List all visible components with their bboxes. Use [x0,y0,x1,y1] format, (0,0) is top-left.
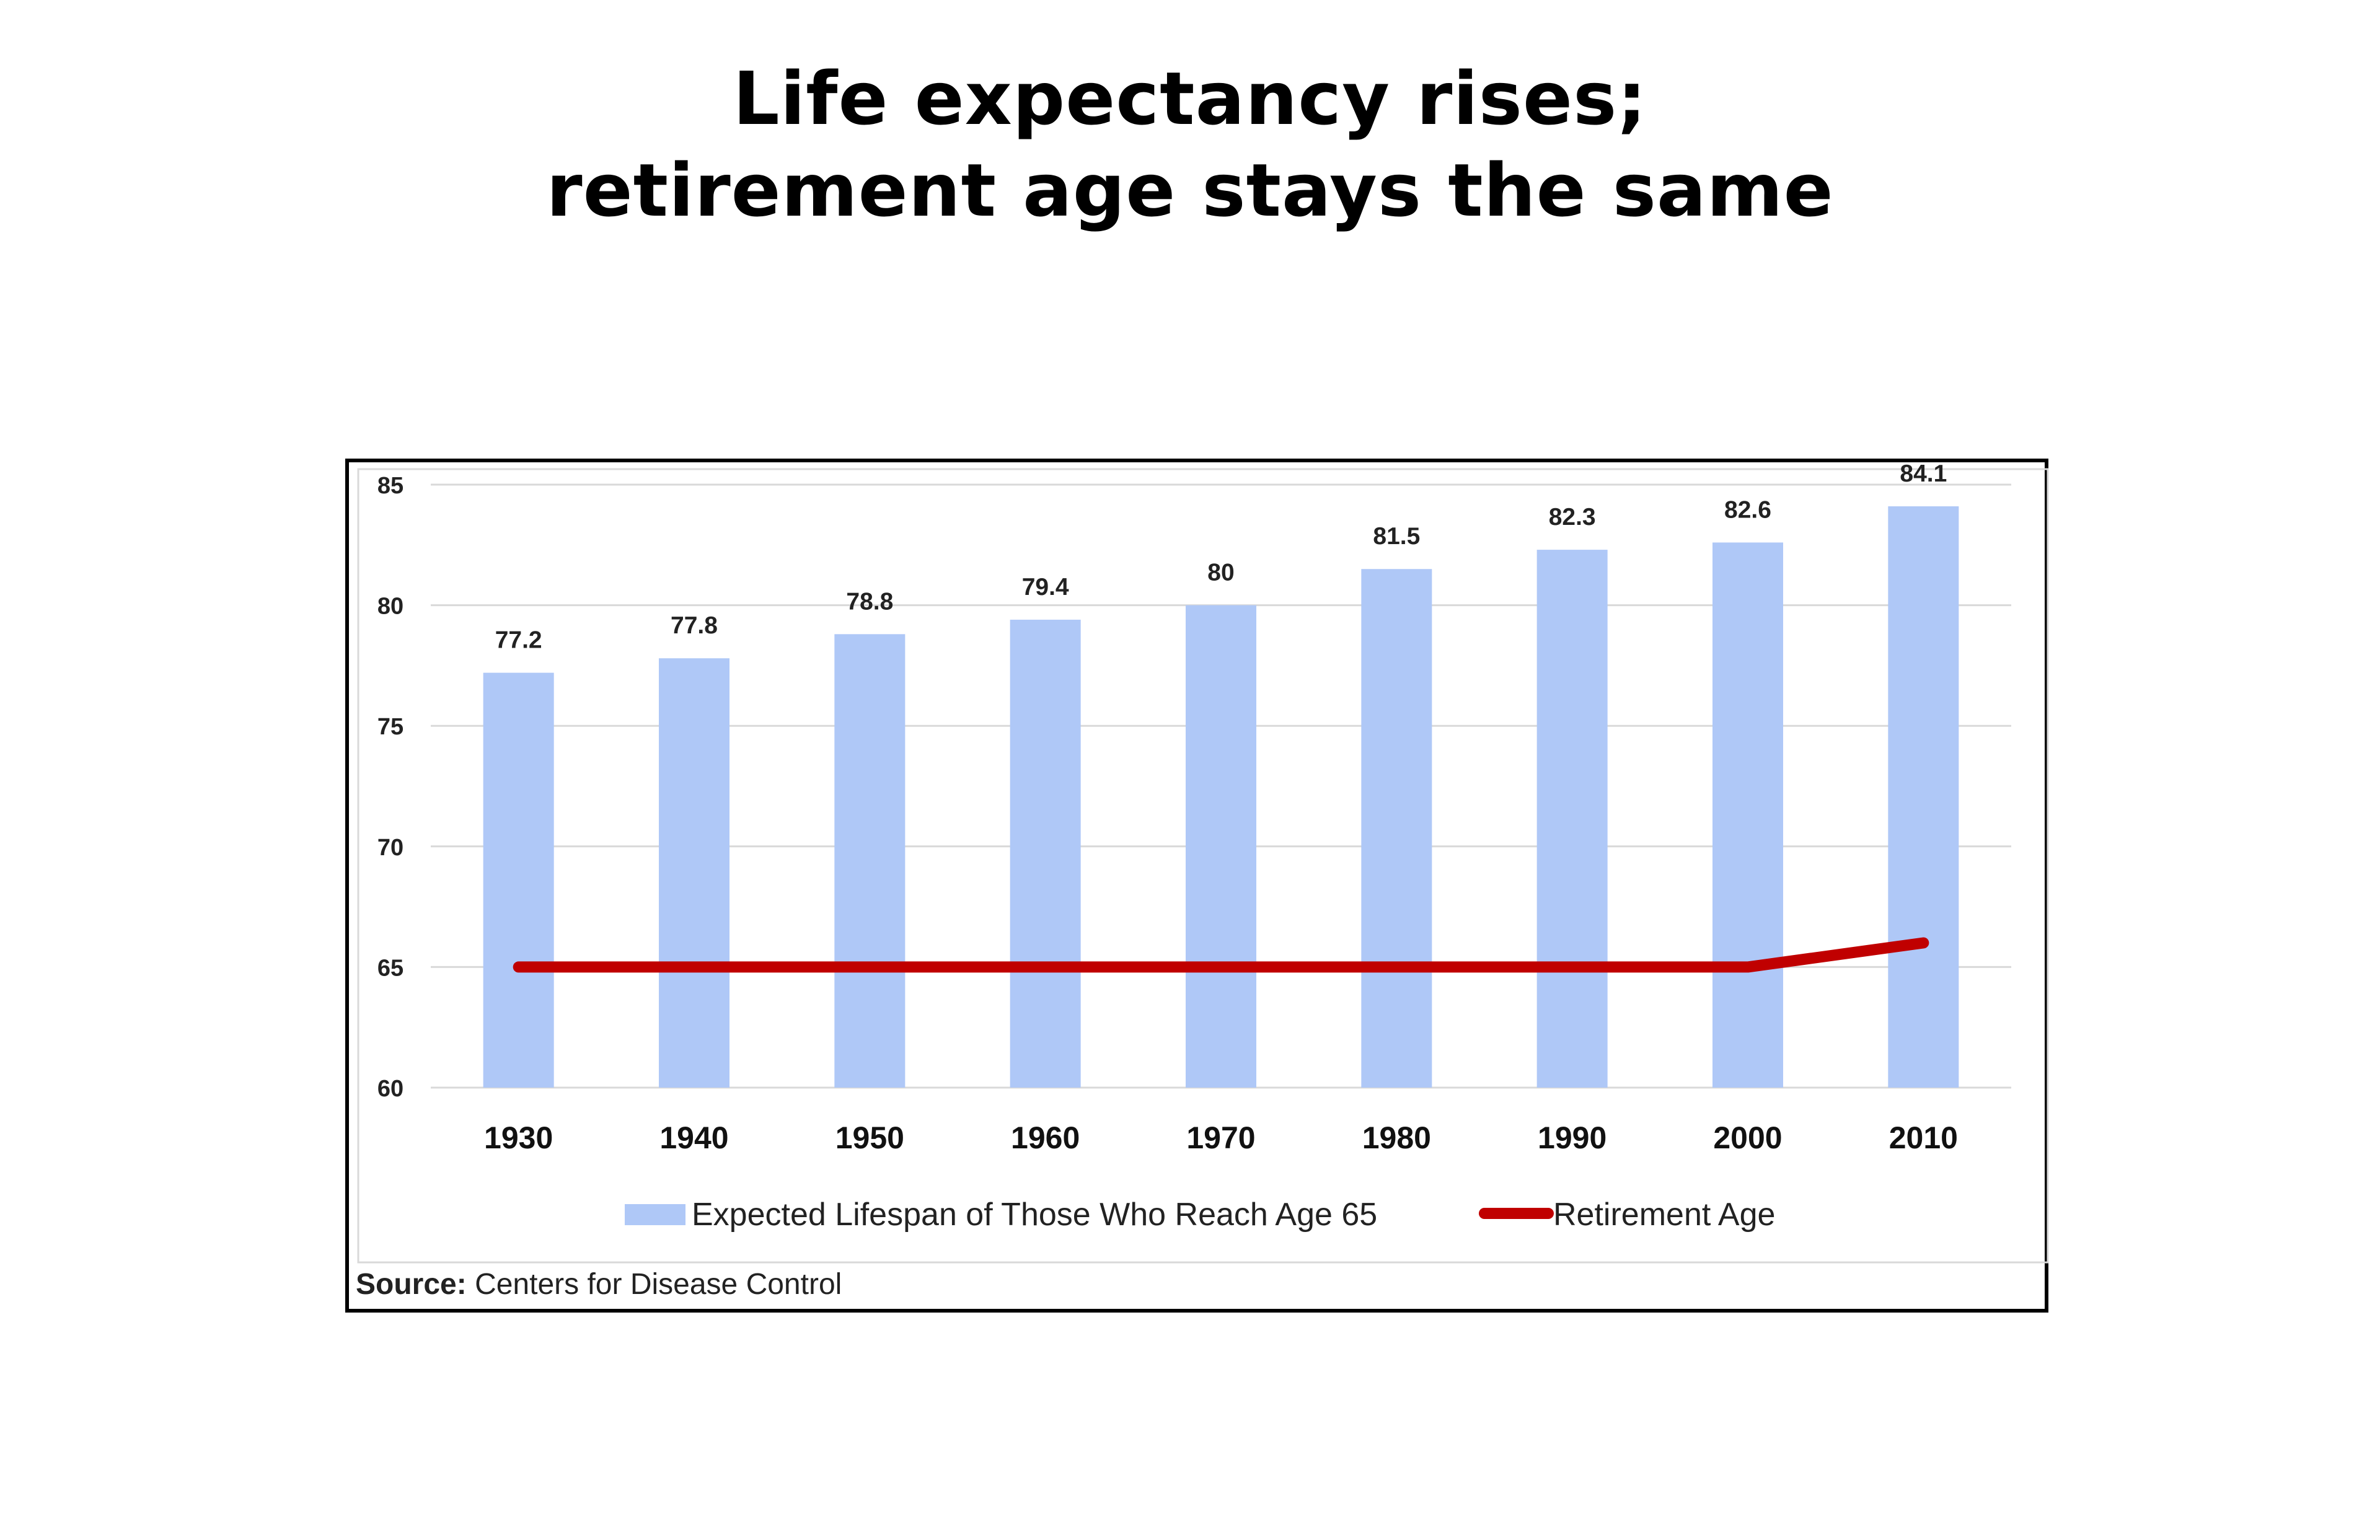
bar [1186,605,1256,1088]
y-tick-label: 65 [377,955,403,981]
x-tick-label: 1930 [484,1120,553,1155]
title-line-2: retirement age stays the same [546,147,1834,233]
source-note: Source: Centers for Disease Control [356,1263,842,1306]
bar-value-label: 80 [1207,560,1234,586]
page-title: Life expectancy rises; retirement age st… [0,53,2380,236]
y-tick-label: 80 [377,594,403,620]
x-tick-label: 1970 [1186,1120,1255,1155]
y-tick-label: 60 [377,1076,403,1102]
source-label: Source: [356,1268,467,1301]
x-tick-label: 1940 [659,1120,728,1155]
bar [834,634,906,1088]
bar [1712,542,1783,1088]
bar-value-label: 82.3 [1549,504,1596,530]
title-line-1: Life expectancy rises; [733,56,1647,141]
bar [1010,619,1081,1088]
bar-value-label: 77.8 [671,612,718,639]
bar [1888,506,1959,1088]
plot-area-border [357,468,2049,1264]
bar [1536,550,1608,1088]
bar-value-label: 84.1 [1900,460,1947,487]
x-tick-label: 1960 [1011,1120,1080,1155]
x-tick-label: 1980 [1362,1120,1431,1155]
y-tick-label: 70 [377,835,403,861]
bar [483,672,554,1088]
bar-value-label: 77.2 [495,627,542,654]
x-tick-label: 1990 [1538,1120,1606,1155]
series-line-retirement-age [513,937,1929,973]
bar [659,658,729,1088]
x-tick-label: 2000 [1713,1120,1782,1155]
y-tick-label: 85 [377,473,403,499]
bar-value-label: 79.4 [1022,574,1069,601]
legend-label-bar: Expected Lifespan of Those Who Reach Age… [692,1197,1377,1233]
bar-value-label: 82.6 [1724,496,1771,523]
bar [1361,569,1432,1088]
x-tick-label: 1950 [835,1120,904,1155]
legend-swatch-bar [625,1204,685,1225]
x-tick-label: 2010 [1889,1120,1958,1155]
source-text: Centers for Disease Control [475,1268,842,1301]
bar-value-label: 81.5 [1373,523,1420,550]
y-tick-label: 75 [377,714,403,740]
bar-value-label: 78.8 [846,588,893,615]
legend-label-line: Retirement Age [1553,1197,1775,1233]
